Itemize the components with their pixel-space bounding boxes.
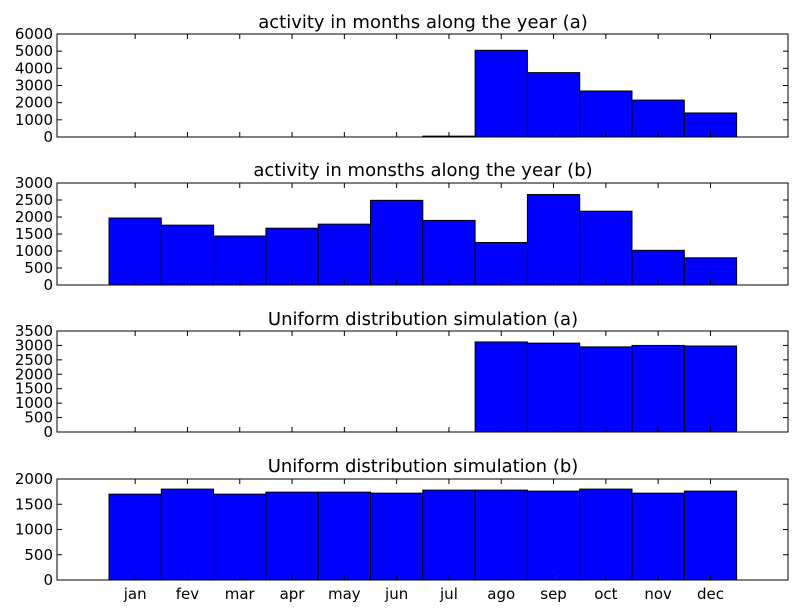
subplot-activity-a: activity in months along the year (a) 01…: [15, 12, 789, 146]
subplot-activity-b: activity in monsths along the year (b) 0…: [15, 160, 789, 294]
bar-may: [317, 491, 372, 581]
x-tick-label-jul: jul: [439, 585, 458, 603]
y-tick-label: 3000: [15, 336, 53, 354]
bar-ago: [474, 489, 528, 581]
y-tick-label: 2000: [15, 365, 53, 383]
subplot-title: Uniform distribution simulation (b): [268, 456, 579, 477]
x-tick-label-mar: mar: [225, 585, 256, 603]
y-tick-label: 0: [43, 571, 53, 589]
x-tick-label-jan: jan: [123, 585, 147, 603]
y-tick-label: 0: [43, 423, 53, 441]
bar-nov: [631, 344, 685, 433]
bar-dec: [683, 345, 738, 433]
bar-dec: [683, 490, 738, 581]
x-tick-label-fev: fev: [176, 585, 200, 603]
bar-apr: [265, 491, 319, 581]
x-tick-label-may: may: [328, 585, 361, 603]
bar-apr: [265, 227, 319, 286]
bar-oct: [579, 488, 633, 581]
bar-oct: [579, 210, 633, 286]
bar-mar: [213, 493, 267, 581]
bar-jan: [108, 217, 162, 286]
y-tick-label: 6000: [15, 25, 53, 43]
bar-jun: [370, 492, 424, 581]
y-tick-label: 1000: [15, 394, 53, 412]
y-tick-label: 1000: [15, 521, 53, 539]
x-tick-label-apr: apr: [280, 585, 306, 603]
y-tick-label: 500: [24, 259, 53, 277]
bar-oct: [579, 90, 633, 138]
plot-frame: [56, 478, 789, 581]
y-tick-label: 2000: [15, 94, 53, 112]
bar-fev: [160, 488, 215, 581]
y-tick-label: 3000: [15, 77, 53, 95]
y-tick-label: 5000: [15, 42, 53, 60]
bar-ago: [474, 242, 528, 286]
y-tick-label: 0: [43, 276, 53, 294]
y-tick-label: 3500: [15, 322, 53, 340]
y-tick-label: 4000: [15, 59, 53, 77]
bar-jun: [370, 199, 424, 286]
y-tick-label: 500: [24, 409, 53, 427]
plot-frame: [56, 33, 789, 138]
y-tick-label: 2500: [15, 351, 53, 369]
bar-jan: [108, 493, 162, 581]
subplot-title: activity in months along the year (a): [258, 12, 588, 33]
y-tick-label: 2000: [15, 470, 53, 488]
bar-oct: [579, 346, 633, 433]
bar-ago: [474, 49, 528, 138]
x-tick-label-dec: dec: [697, 585, 724, 603]
bar-sep: [526, 342, 581, 433]
subplot-uniform-a: Uniform distribution simulation (a) 0500…: [15, 309, 789, 441]
y-tick-label: 0: [43, 128, 53, 146]
subplot-uniform-b: Uniform distribution simulation (b) 0 500…: [15, 456, 789, 603]
x-tick-label-oct: oct: [594, 585, 617, 603]
subplot-title: Uniform distribution simulation (a): [268, 309, 578, 330]
bar-jul: [422, 219, 476, 286]
x-tick-label-jun: jun: [384, 585, 408, 603]
subplot-title: activity in monsths along the year (b): [253, 160, 592, 181]
y-tick-label: 3000: [15, 174, 53, 192]
bar-sep: [526, 72, 581, 138]
bar-nov: [631, 492, 685, 581]
y-tick-label: 1000: [15, 242, 53, 260]
y-tick-label: 2000: [15, 208, 53, 226]
y-tick-label: 1500: [15, 225, 53, 243]
y-tick-label: 500: [24, 546, 53, 564]
y-tick-label: 1500: [15, 380, 53, 398]
bar-nov: [631, 249, 685, 286]
bar-sep: [526, 490, 581, 581]
bar-may: [317, 223, 372, 286]
bar-fev: [160, 224, 215, 286]
bar-ago: [474, 341, 528, 433]
x-tick-label-ago: ago: [487, 585, 515, 603]
y-tick-label: 1500: [15, 495, 53, 513]
plot-frame: [56, 330, 789, 433]
plot-frame: [56, 182, 789, 286]
bar-sep: [526, 194, 581, 286]
y-tick-label: 2500: [15, 191, 53, 209]
x-tick-label-nov: nov: [644, 585, 672, 603]
bar-nov: [631, 99, 685, 138]
bar-mar: [213, 235, 267, 286]
x-tick-label-sep: sep: [540, 585, 567, 603]
bar-dec: [683, 112, 738, 138]
bar-jul: [422, 489, 476, 581]
y-tick-label: 1000: [15, 111, 53, 129]
